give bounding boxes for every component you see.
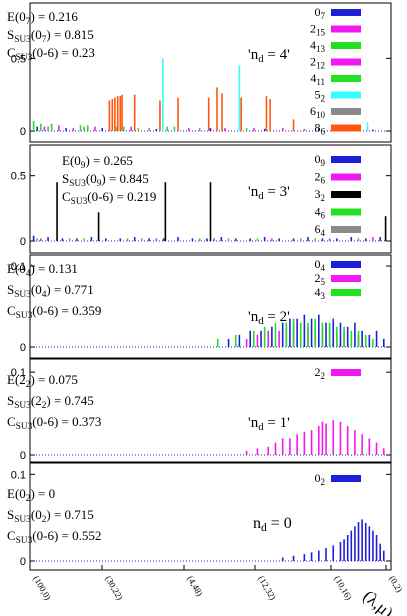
legend-label: 22: [315, 365, 326, 381]
y-tick-label: 0: [20, 236, 26, 248]
legend-swatch: [331, 9, 361, 16]
y-tick-label: 0.5: [11, 53, 26, 65]
panel-frame: [29, 254, 392, 359]
legend-swatch: [331, 289, 361, 296]
panel-frame: [29, 144, 392, 254]
legend-swatch: [331, 91, 361, 99]
x-tick-label: (30,22): [103, 574, 125, 602]
legend-label: 52: [315, 88, 326, 104]
legend-label: 212: [310, 55, 325, 71]
legend-label: 411: [310, 71, 325, 87]
info-text: E(02) = 0: [7, 486, 55, 504]
info-text: CSU3(0-6) = 0.23: [7, 45, 95, 63]
y-tick-label: 0.1: [11, 261, 26, 273]
legend-label: 07: [315, 5, 326, 21]
legend-swatch: [331, 108, 361, 115]
y-tick-label: 0.1: [11, 469, 26, 481]
legend-swatch: [331, 75, 361, 82]
info-text: CSU3(0-6) = 0.552: [7, 528, 101, 546]
panel-frame: [29, 358, 392, 463]
legend-swatch: [331, 226, 361, 233]
legend-swatch: [331, 173, 361, 181]
info-text: CSU3(0-6) = 0.373: [7, 414, 101, 432]
info-text: CSU3(0-6) = 0.219: [62, 189, 156, 207]
legend-swatch: [331, 58, 361, 66]
legend-label: 04: [315, 257, 326, 273]
x-tick-label: (0,2): [387, 574, 404, 594]
y-tick-label: 0.5: [11, 171, 26, 183]
legend-swatch: [331, 208, 361, 216]
legend-label: 86: [315, 121, 326, 137]
info-text: SSU3(07) = 0.815: [7, 27, 94, 45]
y-tick-label: 0: [20, 450, 26, 462]
legend-swatch: [331, 25, 361, 33]
panel-5: 0 0.1 E(02) = 0 SSU3(02) = 0.715 CSU3(0-6) =…: [7, 462, 392, 571]
y-tick-label: 0: [20, 126, 26, 138]
legend-swatch: [331, 261, 361, 268]
legend-label: 02: [315, 471, 326, 487]
info-text: E(09) = 0.265: [62, 153, 133, 171]
legend-label: 413: [310, 38, 326, 54]
legend-swatch: [331, 275, 361, 282]
x-tick-label: (12,32): [256, 574, 278, 602]
panel-4: 0 0.1E(22) = 0.075 SSU3(22) = 0.745 CSU3(0-…: [7, 358, 392, 463]
info-text: CSU3(0-6) = 0.359: [7, 303, 101, 321]
panel-tag: 'nd = 1': [248, 415, 290, 433]
legend-label: 46: [315, 205, 326, 221]
legend-label: 215: [310, 22, 326, 38]
legend-label: 32: [315, 187, 326, 203]
panel-tag: 'nd = 2': [248, 309, 290, 327]
y-tick-label: 0: [20, 556, 26, 568]
x-tick-label: (10,16): [332, 574, 354, 602]
legend-label: 09: [315, 152, 326, 168]
y-tick-label: 0.1: [11, 367, 26, 379]
legend-label: 610: [310, 104, 326, 120]
legend-swatch: [331, 191, 361, 198]
legend-label: 26: [315, 170, 326, 186]
panel-frame: [29, 462, 392, 571]
info-text: SSU3(02) = 0.715: [7, 507, 94, 525]
legend-swatch: [331, 156, 361, 163]
legend-swatch: [331, 124, 361, 132]
panel-tag: 'nd = 3': [248, 184, 290, 202]
info-text: E(04) = 0.131: [7, 261, 78, 279]
info-text: SSU3(04) = 0.771: [7, 282, 94, 300]
panel-tag: 'nd = 4': [248, 47, 290, 65]
legend-label: 43: [315, 285, 326, 301]
y-tick-label: 0: [20, 342, 26, 354]
legend-label: 25: [315, 271, 326, 287]
legend-swatch: [331, 475, 361, 482]
panel-tag: nd = 0: [253, 515, 292, 534]
x-tick-label: (4,48): [185, 574, 205, 598]
panel-frame: [29, 2, 392, 143]
legend-swatch: [331, 369, 361, 376]
info-text: E(07) = 0.216: [7, 9, 78, 27]
info-text: E(22) = 0.075: [7, 372, 78, 390]
x-axis-label: (λ,μ): [359, 587, 396, 616]
legend-swatch: [331, 42, 361, 49]
info-text: SSU3(22) = 0.745: [7, 393, 94, 411]
x-tick-label: (100,0): [31, 574, 53, 602]
legend-label: 64: [315, 222, 326, 238]
panel-3: 0 0.1E(04) = 0.131 SSU3(04) = 0.771 CSU3(0-…: [7, 254, 392, 359]
info-text: SSU3(09) = 0.845: [62, 171, 149, 189]
